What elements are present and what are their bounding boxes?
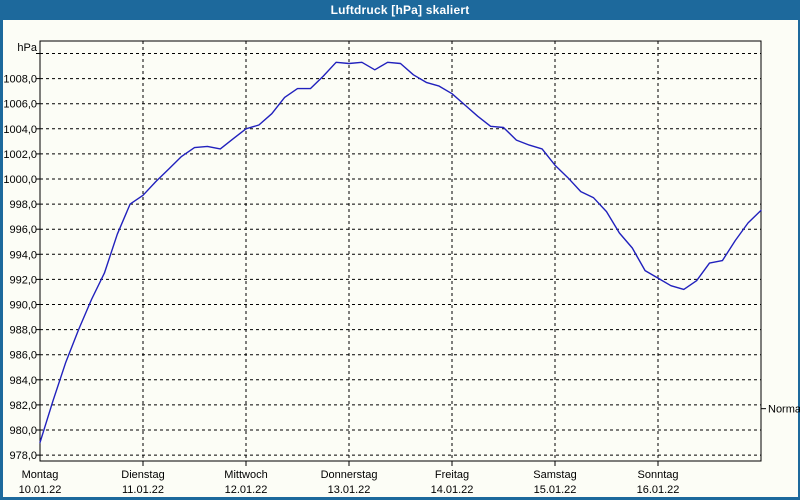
- day-date-label: 11.01.22: [122, 484, 164, 496]
- y-axis-label: 996,0: [9, 224, 37, 236]
- day-date-label: 15.01.22: [534, 484, 577, 496]
- window-title: Luftdruck [hPa] skaliert: [330, 3, 470, 17]
- pressure-curve: [39, 61, 762, 444]
- day-name-label: Samstag: [533, 469, 576, 481]
- y-axis-label: 990,0: [9, 300, 37, 312]
- normal-label: Normal: [768, 404, 800, 416]
- day-date-label: 14.01.22: [431, 484, 474, 496]
- y-axis-label: 980,0: [9, 425, 37, 437]
- y-axis-label: 994,0: [9, 249, 37, 261]
- y-axis-label: 992,0: [9, 274, 37, 286]
- day-name-label: Mittwoch: [224, 469, 267, 481]
- day-name-label: Sonntag: [638, 469, 679, 481]
- day-date-label: 16.01.22: [637, 484, 680, 496]
- plot-border: [39, 40, 762, 462]
- day-name-label: Montag: [22, 469, 59, 481]
- y-axis-label: 998,0: [9, 199, 37, 211]
- day-name-label: Dienstag: [121, 469, 164, 481]
- y-axis-unit-label: hPa: [17, 42, 37, 54]
- y-axis-label: 988,0: [9, 325, 37, 337]
- y-axis-label: 986,0: [9, 350, 37, 362]
- window-titlebar: Luftdruck [hPa] skaliert: [0, 0, 800, 20]
- y-axis-label: 982,0: [9, 400, 37, 412]
- y-axis-label: 978,0: [9, 450, 37, 462]
- y-axis-label: 1008,0: [3, 74, 37, 86]
- day-name-label: Donnerstag: [321, 469, 378, 481]
- day-date-label: 12.01.22: [225, 484, 268, 496]
- y-axis-label: 1004,0: [3, 124, 37, 136]
- y-axis-label: 1000,0: [3, 174, 37, 186]
- y-axis-label: 1006,0: [3, 99, 37, 111]
- day-date-label: 10.01.22: [19, 484, 62, 496]
- day-date-label: 13.01.22: [328, 484, 371, 496]
- y-axis-label: 1002,0: [3, 149, 37, 161]
- day-name-label: Freitag: [435, 469, 469, 481]
- y-axis-label: 984,0: [9, 375, 37, 387]
- chart-background: [3, 20, 798, 497]
